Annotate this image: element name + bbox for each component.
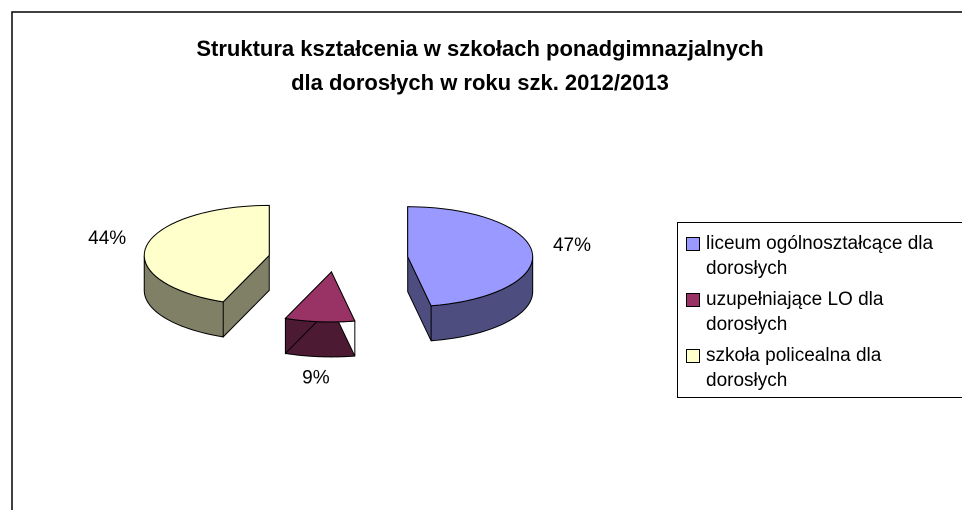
chart-title: dla dorosłych w roku szk. 2012/2013 (291, 70, 669, 95)
legend-swatch (686, 293, 700, 307)
slice (407, 206, 534, 307)
data-label: 9% (302, 368, 330, 389)
data-label: 47% (553, 235, 591, 256)
legend-item: liceum ogólnoształcące dla dorosłych (686, 231, 958, 281)
chart-title: Struktura kształcenia w szkołach ponadgi… (196, 36, 763, 61)
legend-item: uzupełniające LO dla dorosłych (686, 287, 958, 337)
legend-label: uzupełniające LO dla dorosłych (706, 289, 884, 335)
legend: liceum ogólnoształcące dla dorosłych uzup… (677, 222, 962, 398)
slice (284, 271, 356, 323)
data-label: 44% (88, 228, 126, 249)
slice (143, 204, 270, 303)
legend-label: szkoła policealna dla dorosłych (706, 345, 882, 391)
legend-item: szkoła policealna dla dorosłych (686, 343, 958, 393)
legend-swatch (686, 349, 700, 363)
legend-swatch (686, 237, 700, 251)
legend-label: liceum ogólnoształcące dla dorosłych (706, 233, 934, 279)
